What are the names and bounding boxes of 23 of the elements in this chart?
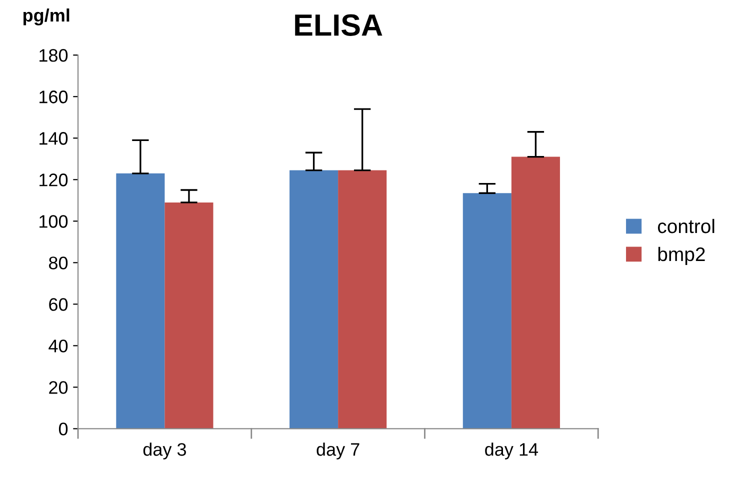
bar xyxy=(290,170,338,429)
y-tick-label: 100 xyxy=(40,215,68,228)
legend-label: bmp2 xyxy=(658,246,705,265)
chart-title: ELISA xyxy=(295,14,382,36)
x-tick-label: day 14 xyxy=(485,442,538,460)
y-tick-label: 120 xyxy=(40,174,68,186)
x-tick-label: day 3 xyxy=(143,442,186,460)
bar xyxy=(116,173,165,429)
y-tick-label: 160 xyxy=(40,90,68,104)
bar xyxy=(511,156,560,429)
bar xyxy=(164,202,214,429)
y-tick-label: 60 xyxy=(49,298,68,311)
y-tick-label: 180 xyxy=(40,49,68,62)
y-tick-label: 20 xyxy=(49,381,68,394)
y-tick-label: 0 xyxy=(58,422,68,436)
x-tick-label: day 7 xyxy=(316,442,360,460)
y-tick-label: 80 xyxy=(48,256,68,270)
bar xyxy=(338,170,387,429)
y-tick-label: 140 xyxy=(40,132,68,145)
bar xyxy=(462,193,512,429)
legend-label: control xyxy=(658,218,714,234)
y-axis-title: pg/ml xyxy=(23,8,70,26)
y-tick-label: 40 xyxy=(48,340,68,352)
